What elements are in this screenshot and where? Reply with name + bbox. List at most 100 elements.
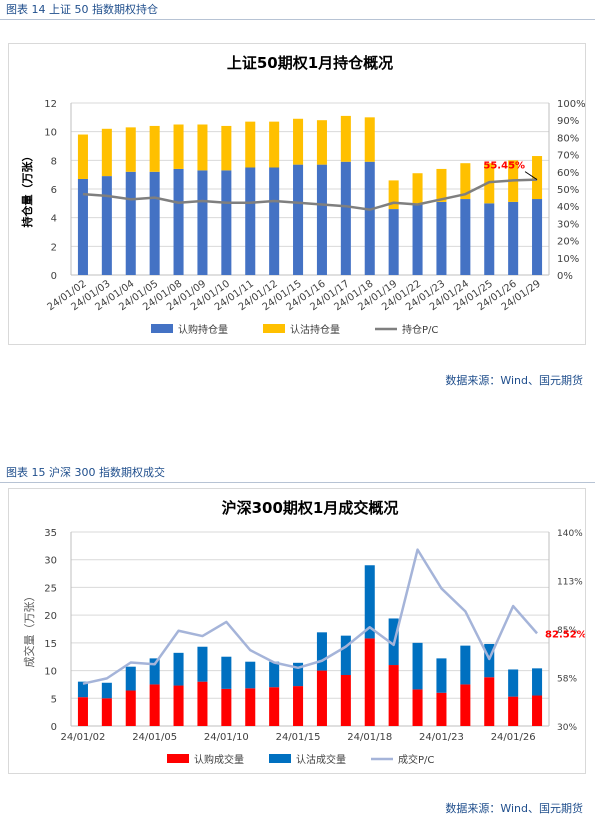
y-tick-label: 4 bbox=[51, 214, 57, 225]
bar-认沽成交量-24/01/22 bbox=[412, 642, 423, 690]
bar-认沽持仓量-24/01/12 bbox=[269, 121, 280, 168]
line-持仓P/C bbox=[82, 178, 538, 211]
figure-15-source: 数据来源：Wind、国元期货 bbox=[445, 802, 583, 815]
bar-认购成交量-24/01/03 bbox=[101, 698, 112, 726]
bar-认沽持仓量-24/01/29 bbox=[532, 156, 543, 200]
y2-tick-label: 50% bbox=[557, 185, 579, 196]
bar-认购持仓量-24/01/24 bbox=[460, 199, 471, 275]
y-tick-label: 10 bbox=[44, 667, 57, 678]
bar-认沽成交量-24/01/05 bbox=[149, 658, 160, 685]
y2-tick-label: 0% bbox=[557, 271, 573, 282]
bar-认购持仓量-24/01/11 bbox=[245, 167, 256, 275]
bar-认购成交量-24/01/09 bbox=[197, 681, 208, 726]
bar-认购持仓量-24/01/08 bbox=[173, 168, 184, 275]
bar-认沽成交量-24/01/03 bbox=[101, 682, 112, 699]
y2-tick-label: 100% bbox=[557, 99, 585, 110]
bar-认沽成交量-24/01/12 bbox=[269, 661, 280, 688]
legend-label: 认沽成交量 bbox=[296, 753, 346, 766]
bar-认购成交量-24/01/02 bbox=[77, 697, 88, 726]
y-tick-label: 0 bbox=[51, 722, 57, 733]
bar-认沽成交量-24/01/25 bbox=[484, 643, 495, 678]
bar-认沽持仓量-24/01/16 bbox=[316, 120, 327, 165]
y-tick-label: 12 bbox=[44, 99, 57, 110]
bar-认购成交量-24/01/29 bbox=[532, 695, 543, 726]
legend-swatch bbox=[167, 754, 189, 763]
figure-15-caption: 图表 15 沪深 300 指数期权成交 bbox=[6, 466, 165, 479]
bar-认沽成交量-24/01/11 bbox=[245, 661, 256, 689]
x-tick-label: 24/01/02 bbox=[60, 732, 105, 743]
bar-认购成交量-24/01/17 bbox=[340, 675, 351, 726]
y2-tick-label: 30% bbox=[557, 219, 579, 230]
y-tick-label: 5 bbox=[51, 694, 57, 705]
x-tick-label: 24/01/23 bbox=[419, 732, 464, 743]
bar-认购成交量-24/01/22 bbox=[412, 689, 423, 726]
bar-认沽持仓量-24/01/03 bbox=[101, 128, 112, 177]
figure-14-source: 数据来源：Wind、国元期货 bbox=[445, 374, 583, 387]
bar-认购持仓量-24/01/05 bbox=[149, 171, 160, 275]
bar-认沽成交量-24/01/15 bbox=[293, 662, 304, 687]
legend-label: 认购成交量 bbox=[194, 753, 244, 766]
bar-认沽持仓量-24/01/04 bbox=[125, 127, 136, 172]
y2-tick-label: 85% bbox=[557, 626, 577, 636]
y-tick-label: 20 bbox=[44, 611, 57, 622]
bar-认购持仓量-24/01/09 bbox=[197, 170, 208, 275]
y2-tick-label: 70% bbox=[557, 151, 579, 162]
bar-认购成交量-24/01/15 bbox=[293, 686, 304, 726]
y-tick-label: 25 bbox=[44, 583, 57, 594]
bar-认沽成交量-24/01/24 bbox=[460, 645, 471, 685]
bar-认沽成交量-24/01/09 bbox=[197, 646, 208, 682]
bar-认沽持仓量-24/01/09 bbox=[197, 124, 208, 171]
bar-认沽持仓量-24/01/05 bbox=[149, 125, 160, 172]
bar-认沽持仓量-24/01/18 bbox=[364, 117, 375, 162]
bar-认沽成交量-24/01/17 bbox=[340, 635, 351, 676]
bar-认购成交量-24/01/16 bbox=[316, 670, 327, 726]
bar-认购成交量-24/01/12 bbox=[269, 687, 280, 726]
bar-认购成交量-24/01/04 bbox=[125, 690, 136, 726]
figure-15-caption-underline bbox=[0, 482, 595, 483]
bar-认沽持仓量-24/01/17 bbox=[340, 115, 351, 162]
bar-认购成交量-24/01/05 bbox=[149, 684, 160, 726]
x-tick-label: 24/01/10 bbox=[204, 732, 249, 743]
bar-认沽持仓量-24/01/15 bbox=[293, 118, 304, 165]
x-tick-label: 24/01/15 bbox=[276, 732, 321, 743]
y-tick-label: 35 bbox=[44, 528, 57, 539]
bar-认购持仓量-24/01/10 bbox=[221, 170, 232, 275]
y2-tick-label: 113% bbox=[557, 578, 583, 588]
bar-认购持仓量-24/01/12 bbox=[269, 167, 280, 275]
bar-认沽成交量-24/01/23 bbox=[436, 658, 447, 693]
legend-label: 持仓P/C bbox=[402, 323, 438, 336]
bar-认购成交量-24/01/11 bbox=[245, 688, 256, 726]
bar-认购成交量-24/01/26 bbox=[508, 696, 519, 726]
bar-认购持仓量-24/01/26 bbox=[508, 201, 519, 275]
bar-认购成交量-24/01/19 bbox=[388, 665, 399, 726]
chart-14-frame: 上证50期权1月持仓概况 0 2 4 6 8 10 12 0% 10% 20% 30% 40% 50% 60… bbox=[8, 43, 586, 345]
bar-认沽成交量-24/01/04 bbox=[125, 666, 136, 691]
bar-认购持仓量-24/01/19 bbox=[388, 209, 399, 275]
chart-14-svg: 上证50期权1月持仓概况 0 2 4 6 8 10 12 0% 10% 20% 30% 40% 50% 60… bbox=[20, 54, 586, 336]
bar-认购成交量-24/01/10 bbox=[221, 688, 232, 726]
bar-认购持仓量-24/01/02 bbox=[77, 178, 88, 275]
annotation-label: 82.52% bbox=[545, 629, 585, 640]
legend-swatch bbox=[269, 754, 291, 763]
y2-tick-label: 30% bbox=[557, 723, 577, 733]
bar-认沽成交量-24/01/10 bbox=[221, 656, 232, 689]
y-tick-label: 6 bbox=[51, 185, 57, 196]
bar-认沽持仓量-24/01/19 bbox=[388, 180, 399, 210]
y2-tick-label: 10% bbox=[557, 254, 579, 265]
annotation-label: 55.45% bbox=[483, 161, 525, 172]
y2-tick-label: 60% bbox=[557, 168, 579, 179]
y2-tick-label: 20% bbox=[557, 237, 579, 248]
bar-认购成交量-24/01/08 bbox=[173, 685, 184, 726]
bar-认购持仓量-24/01/16 bbox=[316, 164, 327, 275]
bar-认购持仓量-24/01/18 bbox=[364, 161, 375, 275]
y-tick-label: 15 bbox=[44, 639, 57, 650]
chart-title: 上证50期权1月持仓概况 bbox=[227, 54, 393, 72]
y2-tick-label: 140% bbox=[557, 529, 583, 539]
bar-认购持仓量-24/01/03 bbox=[101, 176, 112, 275]
y2-tick-label: 58% bbox=[557, 675, 577, 685]
figure-14-caption-underline bbox=[0, 19, 595, 20]
bar-认购成交量-24/01/24 bbox=[460, 684, 471, 726]
y-tick-label: 30 bbox=[44, 556, 57, 567]
y2-tick-label: 90% bbox=[557, 116, 579, 127]
bar-认沽成交量-24/01/08 bbox=[173, 652, 184, 686]
